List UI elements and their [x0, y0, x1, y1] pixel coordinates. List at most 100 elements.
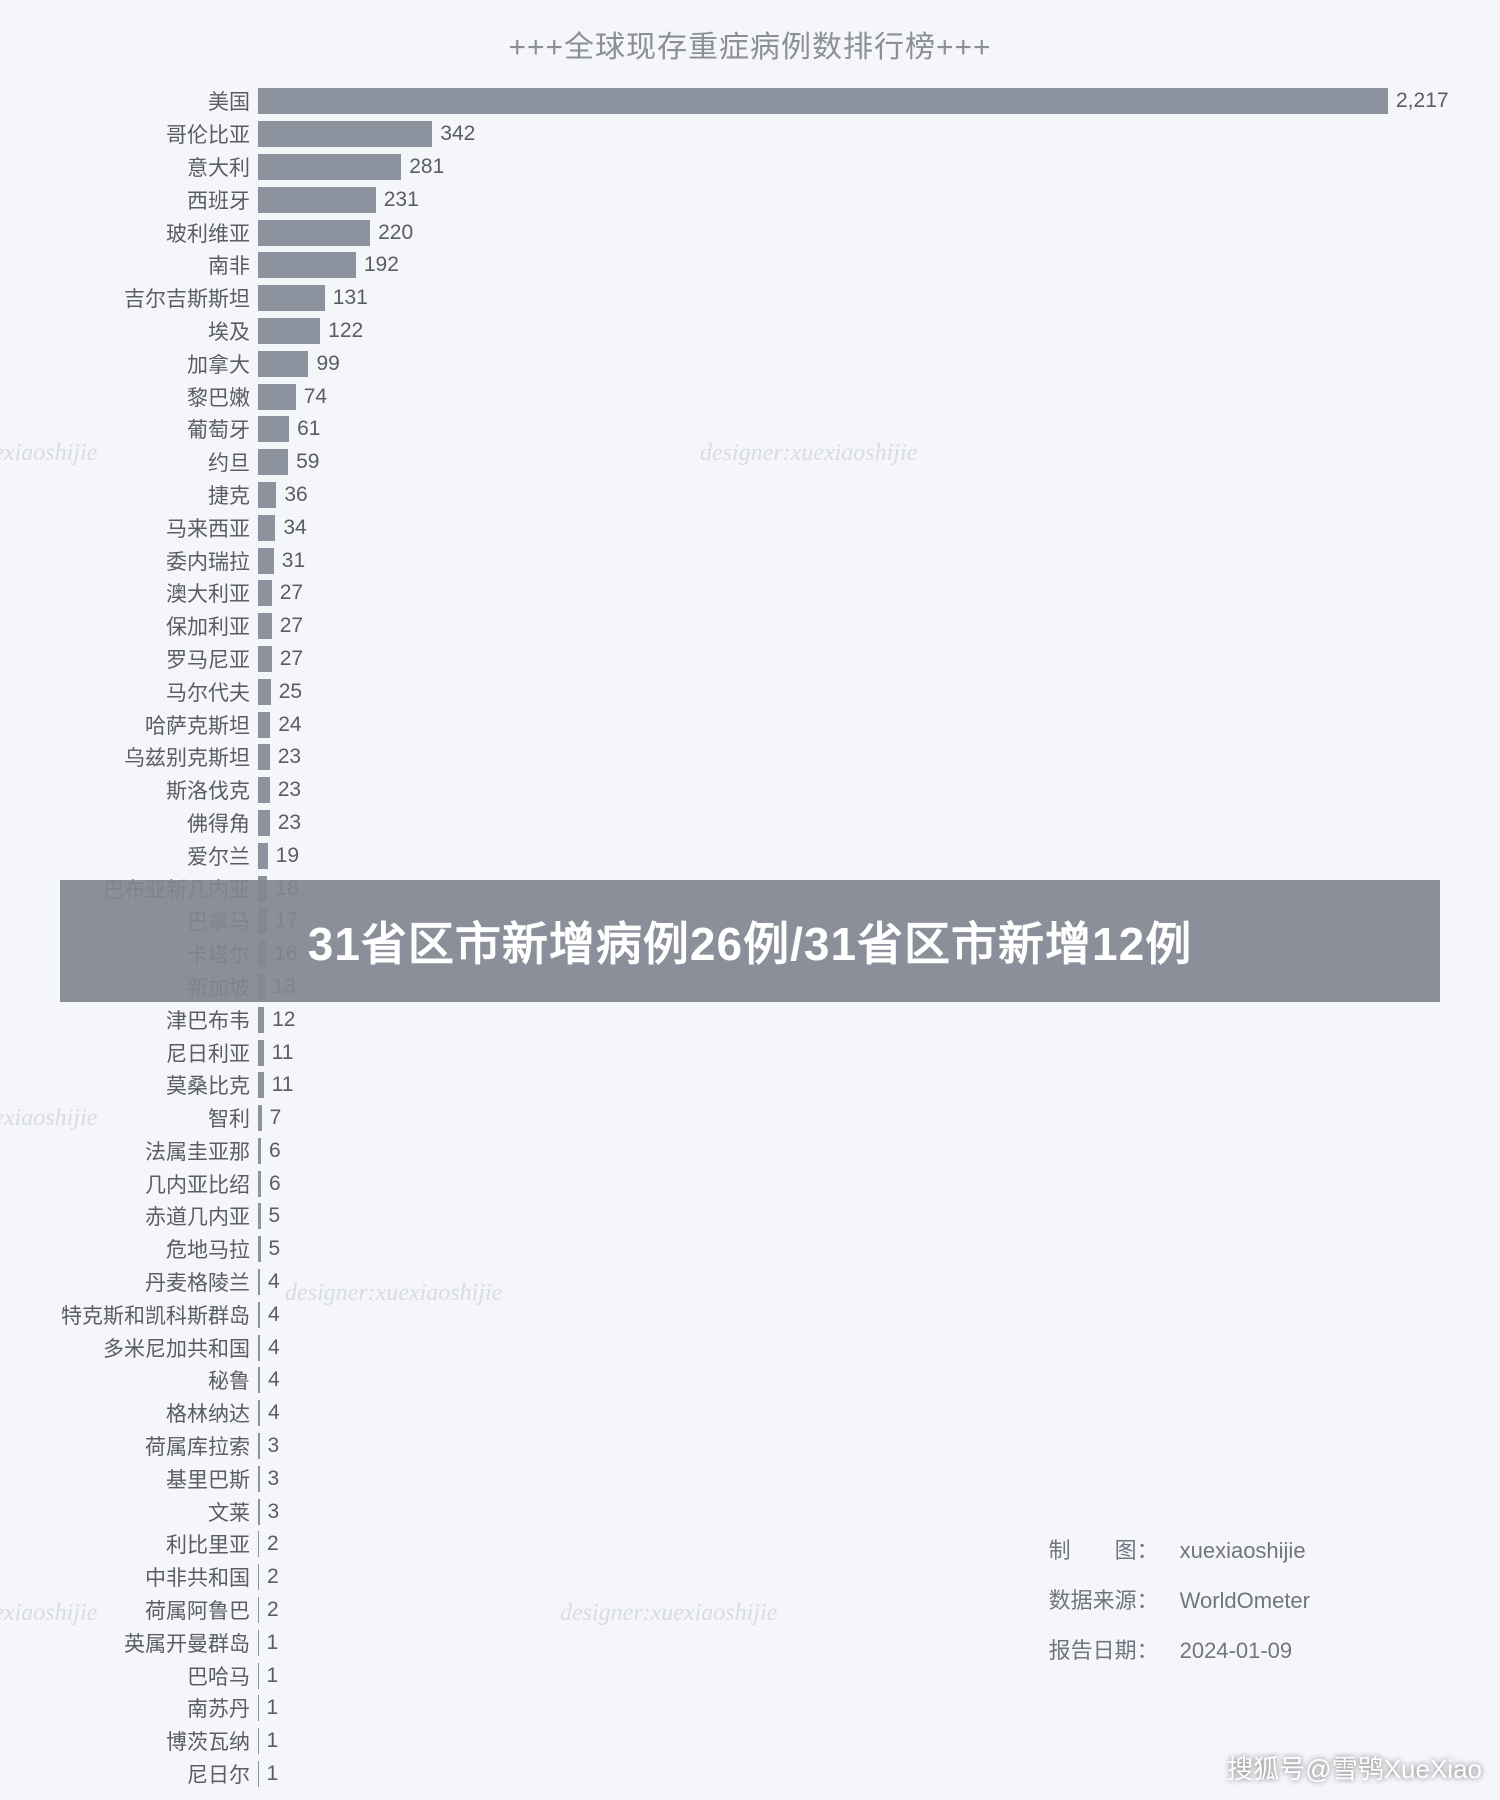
bar	[258, 285, 325, 311]
bar	[258, 1302, 260, 1328]
y-axis-label: 捷克	[0, 480, 258, 510]
bar-value-label: 11	[272, 1041, 294, 1065]
bar-value-label: 2,217	[1396, 89, 1449, 113]
bar	[258, 154, 401, 180]
bar	[258, 1335, 260, 1361]
y-axis-label: 加拿大	[0, 349, 258, 379]
bar-row: 捷克36	[0, 479, 1500, 512]
bar-value-label: 122	[328, 319, 363, 343]
bar-row: 智利7	[0, 1102, 1500, 1135]
bar	[258, 318, 320, 344]
bar	[258, 744, 270, 770]
bar-row: 吉尔吉斯斯坦131	[0, 282, 1500, 315]
y-axis-label: 西班牙	[0, 185, 258, 215]
bar	[258, 220, 370, 246]
bar-row: 赤道几内亚5	[0, 1200, 1500, 1233]
bar-row: 格林纳达4	[0, 1397, 1500, 1430]
bar-row: 法属圭亚那6	[0, 1135, 1500, 1168]
bar-row: 多米尼加共和国 4	[0, 1331, 1500, 1364]
bar	[258, 1531, 259, 1557]
bar-row: 几内亚比绍 6	[0, 1167, 1500, 1200]
y-axis-label: 荷属阿鲁巴	[0, 1595, 258, 1625]
bar	[258, 810, 270, 836]
bar	[258, 482, 276, 508]
y-axis-label: 尼日尔	[0, 1759, 258, 1789]
bar	[258, 1040, 264, 1066]
y-axis-label: 马来西亚	[0, 513, 258, 543]
credit-value: 2024-01-09	[1179, 1627, 1328, 1675]
y-axis-label: 赤道几内亚	[0, 1201, 258, 1231]
y-axis-label: 秘鲁	[0, 1365, 258, 1395]
bar-value-label: 27	[280, 647, 303, 671]
y-axis-label: 罗马尼亚	[0, 644, 258, 674]
y-axis-label: 乌兹别克斯坦	[0, 742, 258, 772]
y-axis-label: 意大利	[0, 152, 258, 182]
bar-row: 哥伦比亚342	[0, 118, 1500, 151]
y-axis-label: 几内亚比绍	[0, 1169, 258, 1199]
bar	[258, 1695, 259, 1721]
headline-overlay: 31省区市新增病例26例/31省区市新增12例	[60, 880, 1440, 1002]
bar-value-label: 131	[333, 286, 368, 310]
bar	[258, 1203, 261, 1229]
bar-row: 哈萨克斯坦24	[0, 708, 1500, 741]
y-axis-label: 哥伦比亚	[0, 119, 258, 149]
bar	[258, 252, 356, 278]
credit-label: 制 图：	[1048, 1527, 1177, 1575]
bar	[258, 1499, 260, 1525]
bar-row: 埃及122	[0, 315, 1500, 348]
y-axis-label: 津巴布韦	[0, 1005, 258, 1035]
y-axis-label: 危地马拉	[0, 1234, 258, 1264]
y-axis-label: 智利	[0, 1103, 258, 1133]
credits-block: 制 图：xuexiaoshijie数据来源：WorldOmeter报告日期：20…	[1046, 1525, 1330, 1677]
bar	[258, 1564, 259, 1590]
bar	[258, 515, 275, 541]
bar-value-label: 12	[272, 1008, 295, 1032]
bar	[258, 777, 270, 803]
bar-value-label: 74	[304, 385, 327, 409]
bar-value-label: 23	[278, 811, 301, 835]
y-axis-label: 保加利亚	[0, 611, 258, 641]
y-axis-label: 文莱	[0, 1497, 258, 1527]
bar-value-label: 4	[268, 1270, 280, 1294]
bar-row: 马来西亚34	[0, 511, 1500, 544]
bar	[258, 187, 376, 213]
bar-value-label: 23	[278, 745, 301, 769]
y-axis-label: 法属圭亚那	[0, 1136, 258, 1166]
bar-row: 南非192	[0, 249, 1500, 282]
bar-row: 意大利 281	[0, 151, 1500, 184]
bar-row: 秘鲁4	[0, 1364, 1500, 1397]
bar-value-label: 2	[267, 1565, 279, 1589]
bar-value-label: 1	[267, 1631, 279, 1655]
y-axis-label: 佛得角	[0, 808, 258, 838]
bar-row: 委内瑞拉31	[0, 544, 1500, 577]
chart-title: +++全球现存重症病例数排行榜+++	[0, 22, 1500, 66]
y-axis-label: 玻利维亚	[0, 218, 258, 248]
bar-value-label: 192	[364, 253, 399, 277]
y-axis-label: 荷属库拉索	[0, 1431, 258, 1461]
bar	[258, 1171, 261, 1197]
y-axis-label: 澳大利亚	[0, 578, 258, 608]
bar-row: 乌兹别克斯坦 23	[0, 741, 1500, 774]
bar-row: 约旦 59	[0, 446, 1500, 479]
bar-row: 佛得角 23	[0, 807, 1500, 840]
y-axis-label: 中非共和国	[0, 1562, 258, 1592]
bar	[258, 548, 274, 574]
bar-value-label: 1	[267, 1729, 279, 1753]
bar-value-label: 59	[296, 450, 319, 474]
bar-value-label: 4	[268, 1401, 280, 1425]
bar-row: 美国2,217	[0, 85, 1500, 118]
bar-value-label: 4	[268, 1336, 280, 1360]
bar-value-label: 6	[269, 1172, 281, 1196]
y-axis-label: 英属开曼群岛	[0, 1628, 258, 1658]
y-axis-label: 多米尼加共和国	[0, 1333, 258, 1363]
bar	[258, 88, 1388, 114]
y-axis-label: 约旦	[0, 447, 258, 477]
bar-value-label: 4	[268, 1303, 280, 1327]
bar-row: 西班牙231	[0, 183, 1500, 216]
bar-value-label: 3	[268, 1467, 280, 1491]
bar-row: 文莱3	[0, 1495, 1500, 1528]
bar-value-label: 281	[409, 155, 444, 179]
bar-row: 斯洛伐克23	[0, 774, 1500, 807]
bar-row: 危地马拉5	[0, 1233, 1500, 1266]
bar	[258, 1400, 260, 1426]
